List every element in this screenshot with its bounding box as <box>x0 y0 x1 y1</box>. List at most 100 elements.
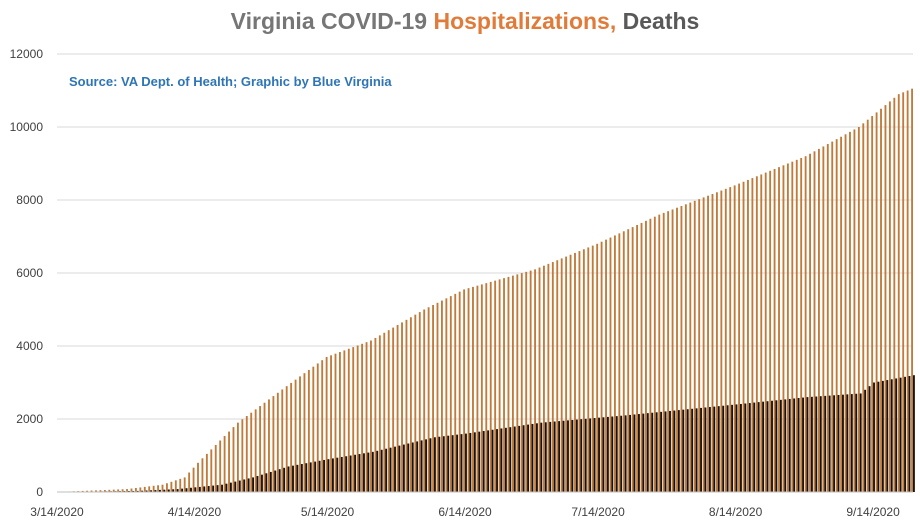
deaths-bar <box>553 421 556 492</box>
deaths-bar <box>469 432 472 492</box>
deaths-bar <box>677 410 680 492</box>
hospitalizations-bar <box>414 314 417 492</box>
deaths-bar <box>238 480 241 492</box>
deaths-bar <box>190 487 192 492</box>
deaths-bar <box>757 402 760 492</box>
deaths-bar <box>314 461 317 492</box>
x-tick-label: 3/14/2020 <box>30 505 84 519</box>
deaths-bar <box>686 409 689 492</box>
hospitalizations-bar <box>303 373 306 492</box>
deaths-bar <box>256 476 259 492</box>
deaths-bar <box>642 413 645 492</box>
hospitalizations-bar <box>338 352 341 492</box>
deaths-bar <box>358 454 361 492</box>
hospitalizations-bar <box>822 146 825 492</box>
deaths-bar <box>664 411 667 492</box>
hospitalizations-bar <box>605 239 607 492</box>
deaths-bar <box>496 429 498 492</box>
hospitalizations-bar <box>520 273 523 492</box>
hospitalizations-bar <box>241 419 244 492</box>
deaths-bar <box>837 394 840 492</box>
hospitalizations-bar <box>90 490 93 492</box>
hospitalizations-bar <box>835 139 838 492</box>
hospitalizations-bar <box>423 309 426 492</box>
deaths-bar <box>336 457 339 492</box>
deaths-bar <box>305 463 308 492</box>
deaths-bar <box>646 413 649 492</box>
hospitalizations-bar <box>751 178 754 492</box>
hospitalizations-bar <box>192 467 195 492</box>
deaths-bar <box>478 431 481 492</box>
deaths-bar <box>562 420 565 492</box>
hospitalizations-bar <box>791 161 794 493</box>
hospitalizations-bar <box>316 363 319 492</box>
hospitalizations-bar <box>498 279 501 492</box>
hospitalizations-bar <box>738 183 741 492</box>
deaths-bar <box>243 479 246 492</box>
hospitalizations-bar <box>205 453 208 492</box>
hospitalizations-bar <box>897 94 900 493</box>
deaths-bar <box>376 450 379 492</box>
deaths-bar <box>398 445 401 492</box>
deaths-bar <box>269 471 272 492</box>
deaths-bar <box>345 456 348 492</box>
hospitalizations-bar <box>551 262 554 492</box>
hospitalizations-bar <box>911 88 913 493</box>
hospitalizations-bar <box>480 284 483 492</box>
deaths-bar <box>691 408 694 492</box>
hospitalizations-bar <box>609 237 612 492</box>
hospitalizations-bar <box>671 209 674 492</box>
hospitalizations-bar <box>143 486 146 492</box>
hospitalizations-bar <box>543 265 545 492</box>
hospitalizations-bar <box>427 307 430 492</box>
deaths-bar <box>850 394 853 492</box>
deaths-bar <box>385 448 388 492</box>
deaths-bar <box>722 405 725 492</box>
deaths-bar <box>655 412 658 492</box>
title-part-virginia: Virginia COVID-19 <box>230 8 434 34</box>
hospitalizations-bar <box>538 267 541 492</box>
deaths-bar <box>793 398 796 492</box>
deaths-bar <box>708 407 711 492</box>
hospitalizations-bar <box>170 481 173 492</box>
deaths-bar <box>323 459 325 492</box>
hospitalizations-bar <box>582 249 585 492</box>
hospitalizations-bar <box>103 489 106 492</box>
hospitalizations-bar <box>352 347 355 492</box>
hospitalizations-bar <box>294 379 297 492</box>
hospitalizations-bar <box>254 409 257 492</box>
hospitalizations-bar <box>645 220 647 492</box>
hospitalizations-bar <box>166 483 168 492</box>
hospitalizations-bar <box>565 256 568 492</box>
deaths-bar <box>731 404 734 492</box>
deaths-bar <box>846 394 849 492</box>
hospitalizations-bar <box>715 192 718 493</box>
hospitalizations-bar <box>658 214 661 492</box>
hospitalizations-bar <box>680 206 683 492</box>
hospitalizations-bar <box>507 276 510 492</box>
deaths-bar <box>744 403 747 492</box>
hospitalizations-bar <box>356 345 359 492</box>
hospitalizations-bar <box>875 112 878 493</box>
hospitalizations-bar <box>454 293 457 492</box>
deaths-bar <box>802 397 804 492</box>
hospitalizations-bar <box>268 399 270 492</box>
hospitalizations-bar <box>347 348 350 492</box>
deaths-bar <box>318 460 321 492</box>
deaths-bar <box>429 438 432 492</box>
deaths-bar <box>416 441 419 492</box>
deaths-bar <box>283 467 286 492</box>
hospitalizations-bar <box>276 392 279 492</box>
y-tick-label: 4000 <box>16 339 43 353</box>
deaths-bar <box>327 459 330 492</box>
deaths-bar <box>549 421 552 492</box>
deaths-bar <box>819 396 822 492</box>
hospitalizations-bar <box>121 489 124 492</box>
deaths-bar <box>247 478 250 492</box>
hospitalizations-bar <box>152 485 155 492</box>
hospitalizations-bar <box>494 280 497 492</box>
deaths-bar <box>886 380 889 492</box>
hospitalizations-bar <box>343 350 346 492</box>
hospitalizations-bar <box>330 355 332 492</box>
deaths-bar <box>779 399 782 492</box>
